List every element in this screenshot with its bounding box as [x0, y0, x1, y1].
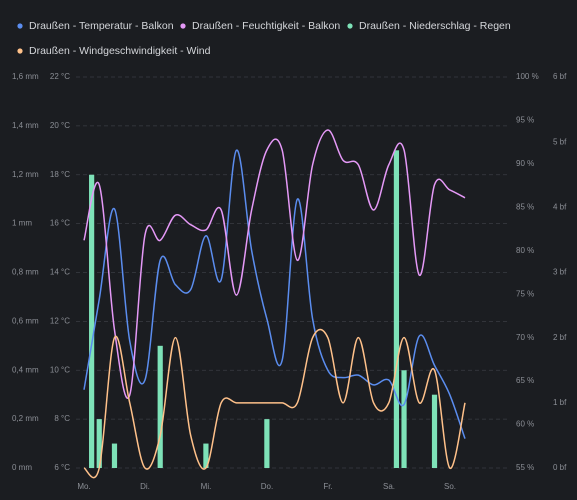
x-tick-label: Fr.	[323, 482, 332, 491]
y-tick-label: 1 bf	[553, 398, 567, 407]
y-tick-label: 0,2 mm	[12, 414, 39, 423]
y-tick-label: 80 %	[516, 246, 534, 255]
bar	[203, 443, 209, 468]
bar	[89, 174, 95, 468]
y-tick-label: 10 °C	[50, 365, 70, 374]
x-tick-label: So.	[444, 482, 456, 491]
y-tick-label: 0,4 mm	[12, 365, 39, 374]
y-tick-label: 60 %	[516, 420, 534, 429]
y-tick-label: 0 bf	[553, 463, 567, 472]
y-tick-label: 85 %	[516, 202, 534, 211]
line	[83, 129, 466, 399]
x-tick-label: Sa.	[383, 482, 395, 491]
bar	[401, 370, 407, 468]
bar	[393, 150, 400, 468]
y-tick-label: 18 °C	[50, 170, 70, 179]
y-tick-label: 65 %	[516, 376, 534, 385]
y-tick-label: 1 mm	[12, 219, 32, 228]
line	[83, 149, 466, 439]
legend-marker	[17, 48, 23, 54]
y-tick-label: 22 °C	[50, 72, 70, 81]
legend-marker	[347, 23, 353, 29]
y-tick-label: 2 bf	[553, 333, 567, 342]
x-tick-label: Mo.	[77, 482, 90, 491]
y-tick-label: 0 mm	[12, 463, 32, 472]
legend-label: Draußen - Niederschlag - Regen	[359, 20, 511, 32]
x-tick-label: Mi.	[201, 482, 212, 491]
y-tick-label: 55 %	[516, 463, 534, 472]
bar	[431, 394, 438, 468]
bar	[111, 443, 118, 468]
line	[83, 328, 466, 479]
y-tick-label: 70 %	[516, 333, 534, 342]
legend-marker	[180, 23, 186, 29]
y-tick-label: 12 °C	[50, 316, 70, 325]
legend-label: Draußen - Temperatur - Balkon	[29, 20, 174, 32]
y-tick-label: 75 %	[516, 289, 534, 298]
x-tick-label: Do.	[261, 482, 273, 491]
bar	[157, 345, 163, 468]
legend-label: Draußen - Windgeschwindigkeit - Wind	[29, 45, 211, 57]
y-tick-label: 6 °C	[54, 463, 70, 472]
y-tick-label: 20 °C	[50, 121, 70, 130]
y-tick-label: 1,2 mm	[12, 170, 39, 179]
y-tick-label: 3 bf	[553, 268, 567, 277]
legend-label: Draußen - Feuchtigkeit - Balkon	[192, 20, 340, 32]
y-tick-label: 0,6 mm	[12, 316, 39, 325]
legend-marker	[17, 23, 23, 29]
bar	[264, 419, 270, 468]
y-tick-label: 6 bf	[553, 72, 567, 81]
y-tick-label: 5 bf	[553, 137, 567, 146]
y-tick-label: 100 %	[516, 72, 539, 81]
y-tick-label: 4 bf	[553, 202, 567, 211]
bar	[96, 419, 102, 468]
x-tick-label: Di.	[140, 482, 150, 491]
y-tick-label: 16 °C	[50, 219, 70, 228]
y-tick-label: 1,6 mm	[12, 72, 39, 81]
y-tick-label: 14 °C	[50, 268, 70, 277]
y-tick-label: 90 %	[516, 159, 534, 168]
y-tick-label: 95 %	[516, 116, 534, 125]
y-tick-label: 1,4 mm	[12, 121, 39, 130]
y-tick-label: 0,8 mm	[12, 268, 39, 277]
y-tick-label: 8 °C	[54, 414, 70, 423]
